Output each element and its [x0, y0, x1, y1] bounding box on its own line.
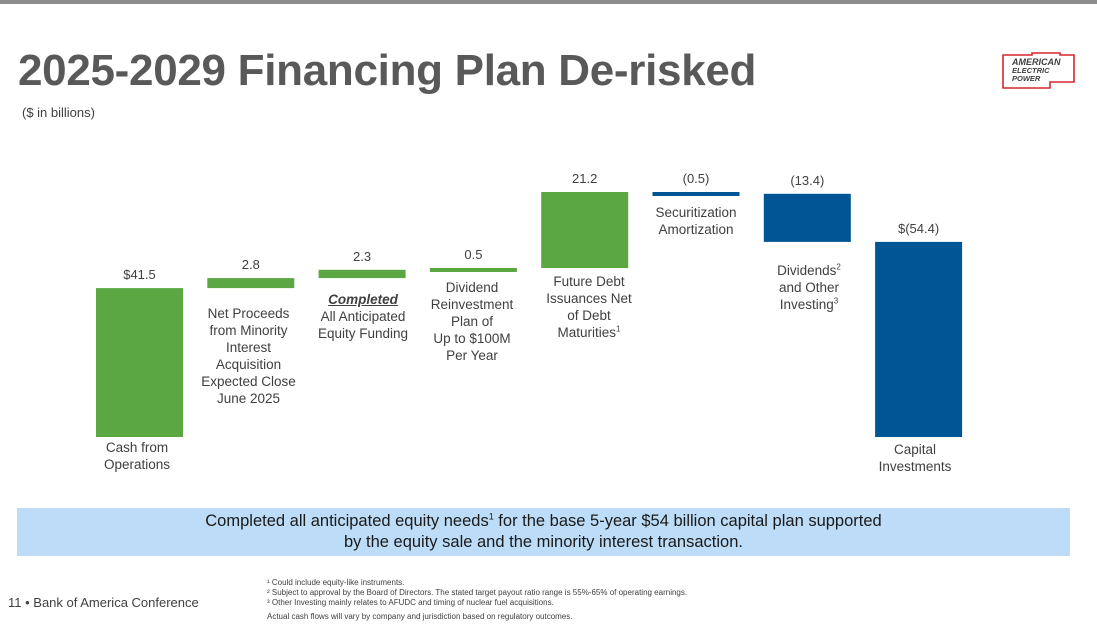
and-other-text: and Other	[778, 280, 840, 295]
value-label-cash-from-operations: $41.5	[123, 267, 156, 282]
value-label-dividend-reinvestment: 0.5	[464, 247, 482, 262]
category-label-capital-investments: Capital Investments	[878, 442, 952, 474]
page-title: 2025-2029 Financing Plan De-risked	[18, 46, 757, 95]
top-rule	[0, 0, 1097, 4]
value-label-future-debt: 21.2	[572, 171, 597, 186]
footnote-1: ¹ Could include equity-like instruments.	[267, 578, 405, 587]
bar-dividend-reinvestment	[429, 268, 517, 272]
footnote-note: Actual cash flows will vary by company a…	[267, 612, 573, 621]
bar-cash-from-operations	[96, 288, 183, 437]
value-label-equity-funding: 2.3	[353, 249, 371, 264]
category-label-cash-from-operations: Cash from Operations	[103, 440, 171, 472]
completed-emphasis: Completed	[328, 292, 398, 307]
value-label-securitization: (0.5)	[683, 171, 710, 186]
dividends-text: Dividends	[777, 263, 837, 278]
banner-footnote-ref: 1	[488, 511, 494, 522]
page-footer: 11 • Bank of America Conference	[8, 595, 199, 610]
footnote-ref-1: 1	[616, 324, 621, 334]
bar-minority-interest	[207, 278, 295, 289]
value-label-minority-interest: 2.8	[242, 257, 260, 272]
banner-text-b: for the base 5-year $54 billion capital …	[493, 512, 882, 530]
banner-text-c: by the equity sale and the minority inte…	[344, 533, 743, 551]
units-subtitle: ($ in billions)	[22, 105, 95, 120]
banner-text-a: Completed all anticipated equity needs	[205, 512, 489, 530]
investing-text: Investing	[779, 297, 834, 312]
equity-funding-text: All Anticipated Equity Funding	[317, 309, 409, 341]
logo-text-line3: POWER	[1012, 74, 1041, 83]
bar-future-debt	[541, 192, 629, 268]
footnote-ref-2: 2	[836, 262, 841, 272]
footnotes: ¹ Could include equity-like instruments.…	[267, 578, 687, 622]
logo-text-line1: AMERICAN	[1011, 57, 1061, 67]
bar-capital-investments	[875, 241, 963, 437]
category-label-minority-interest: Net Proceeds from Minority Interest Acqu…	[201, 306, 296, 406]
bar-dividends-other-investing	[763, 193, 851, 242]
bar-securitization	[652, 192, 740, 196]
category-label-securitization: Securitization Amortization	[655, 205, 737, 237]
footnote-2: ² Subject to approval by the Board of Di…	[267, 588, 688, 597]
category-label-dividend-reinvestment: Dividend Reinvestment Plan of Up to $100…	[430, 280, 514, 363]
value-label-dividends-other-investing: (13.4)	[790, 173, 824, 188]
category-label-future-debt: Future Debt Issuances Net of Debt Maturi…	[531, 273, 647, 341]
company-logo: AMERICAN ELECTRIC POWER	[1002, 52, 1075, 89]
category-label-equity-funding: Completed All Anticipated Equity Funding	[307, 291, 419, 342]
footnote-ref-3: 3	[833, 296, 839, 306]
bar-equity-funding	[318, 269, 406, 279]
summary-banner: Completed all anticipated equity needs1 …	[17, 508, 1070, 556]
logo-text-line2: ELECTRIC	[1012, 66, 1050, 75]
category-label-dividends-other-investing: Dividends2 and Other Investing3	[755, 262, 863, 313]
value-label-capital-investments: $(54.4)	[898, 221, 939, 236]
waterfall-chart: $41.5 2.8 2.3 0.5 21.2 (0.5) (13.4) $(54.4)	[96, 171, 963, 437]
footnote-3: ³ Other Investing mainly relates to AFUD…	[267, 598, 554, 607]
future-debt-text: Future Debt Issuances Net of Debt Maturi…	[546, 274, 632, 340]
